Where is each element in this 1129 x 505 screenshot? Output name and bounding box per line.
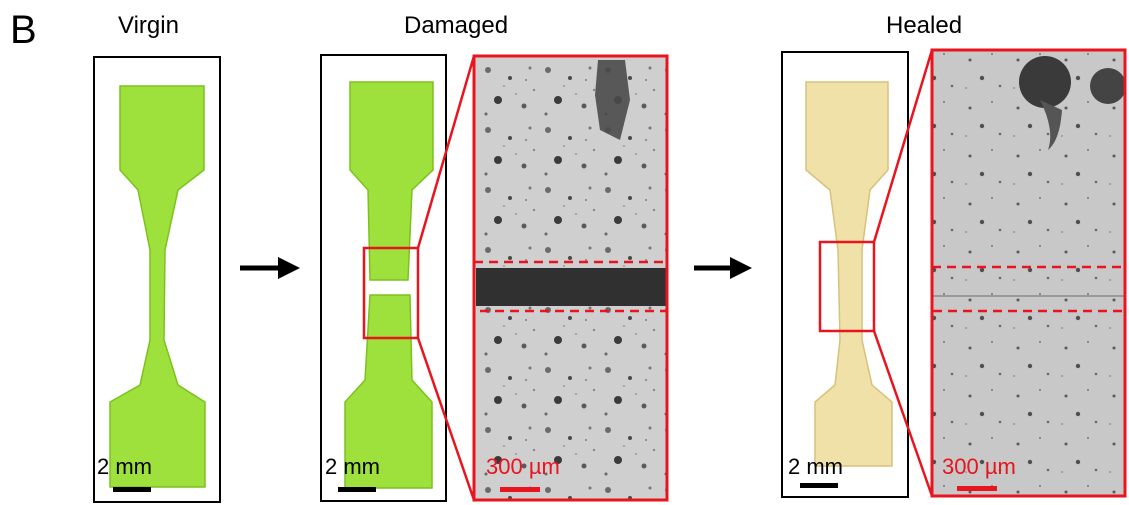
title-healed: Healed [886,12,963,39]
healed-scale-label: 2 mm [788,454,843,479]
healed-zoom-box [818,240,876,333]
damaged-specimen-bottom [344,294,433,489]
damaged-scale-bar [338,487,376,492]
arrow-head [730,257,752,279]
damaged-dark-blob [595,60,630,140]
healed-dark-blob-2 [1090,68,1126,104]
arrow-icon [694,257,752,279]
healed-micrograph-texture [932,50,1125,496]
healed-specimen [805,81,893,467]
damaged-zoom-line-top [416,55,476,249]
healed-zoom-scale-bar [957,486,997,491]
damaged-zoom-scale-label: 300 µm [486,454,560,479]
healed-zoom-scale-label: 300 µm [942,454,1016,479]
damaged-zoom-line-bottom [416,337,476,501]
healed-zoom-line-top [872,49,934,243]
healed-dark-blob [1019,56,1071,108]
title-virgin: Virgin [118,12,179,39]
damaged-zoom-box [362,246,420,340]
healed-dark-streak [1040,100,1062,150]
healed-zoom-line-bottom [872,330,934,497]
damaged-micrograph-frame [472,54,669,502]
title-damaged: Damaged [404,12,509,39]
damaged-micrograph [472,54,669,502]
healed-micrograph-frame [930,48,1127,498]
damaged-scale-label: 2 mm [325,454,380,479]
damaged-zoom-scale-bar [500,487,540,492]
healed-micrograph [930,48,1127,498]
healed-panel [781,49,934,498]
virgin-scale-bar [113,487,151,492]
virgin-scale-label: 2 mm [97,454,152,479]
damaged-panel [320,54,476,502]
virgin-specimen [109,85,206,488]
healed-scale-bar [800,483,838,488]
crack-gap [476,268,666,306]
panel-letter: B [10,8,37,52]
virgin-panel [93,56,221,503]
damaged-specimen-top [349,81,434,281]
arrow-head [278,257,300,279]
arrow-icon [240,257,300,279]
